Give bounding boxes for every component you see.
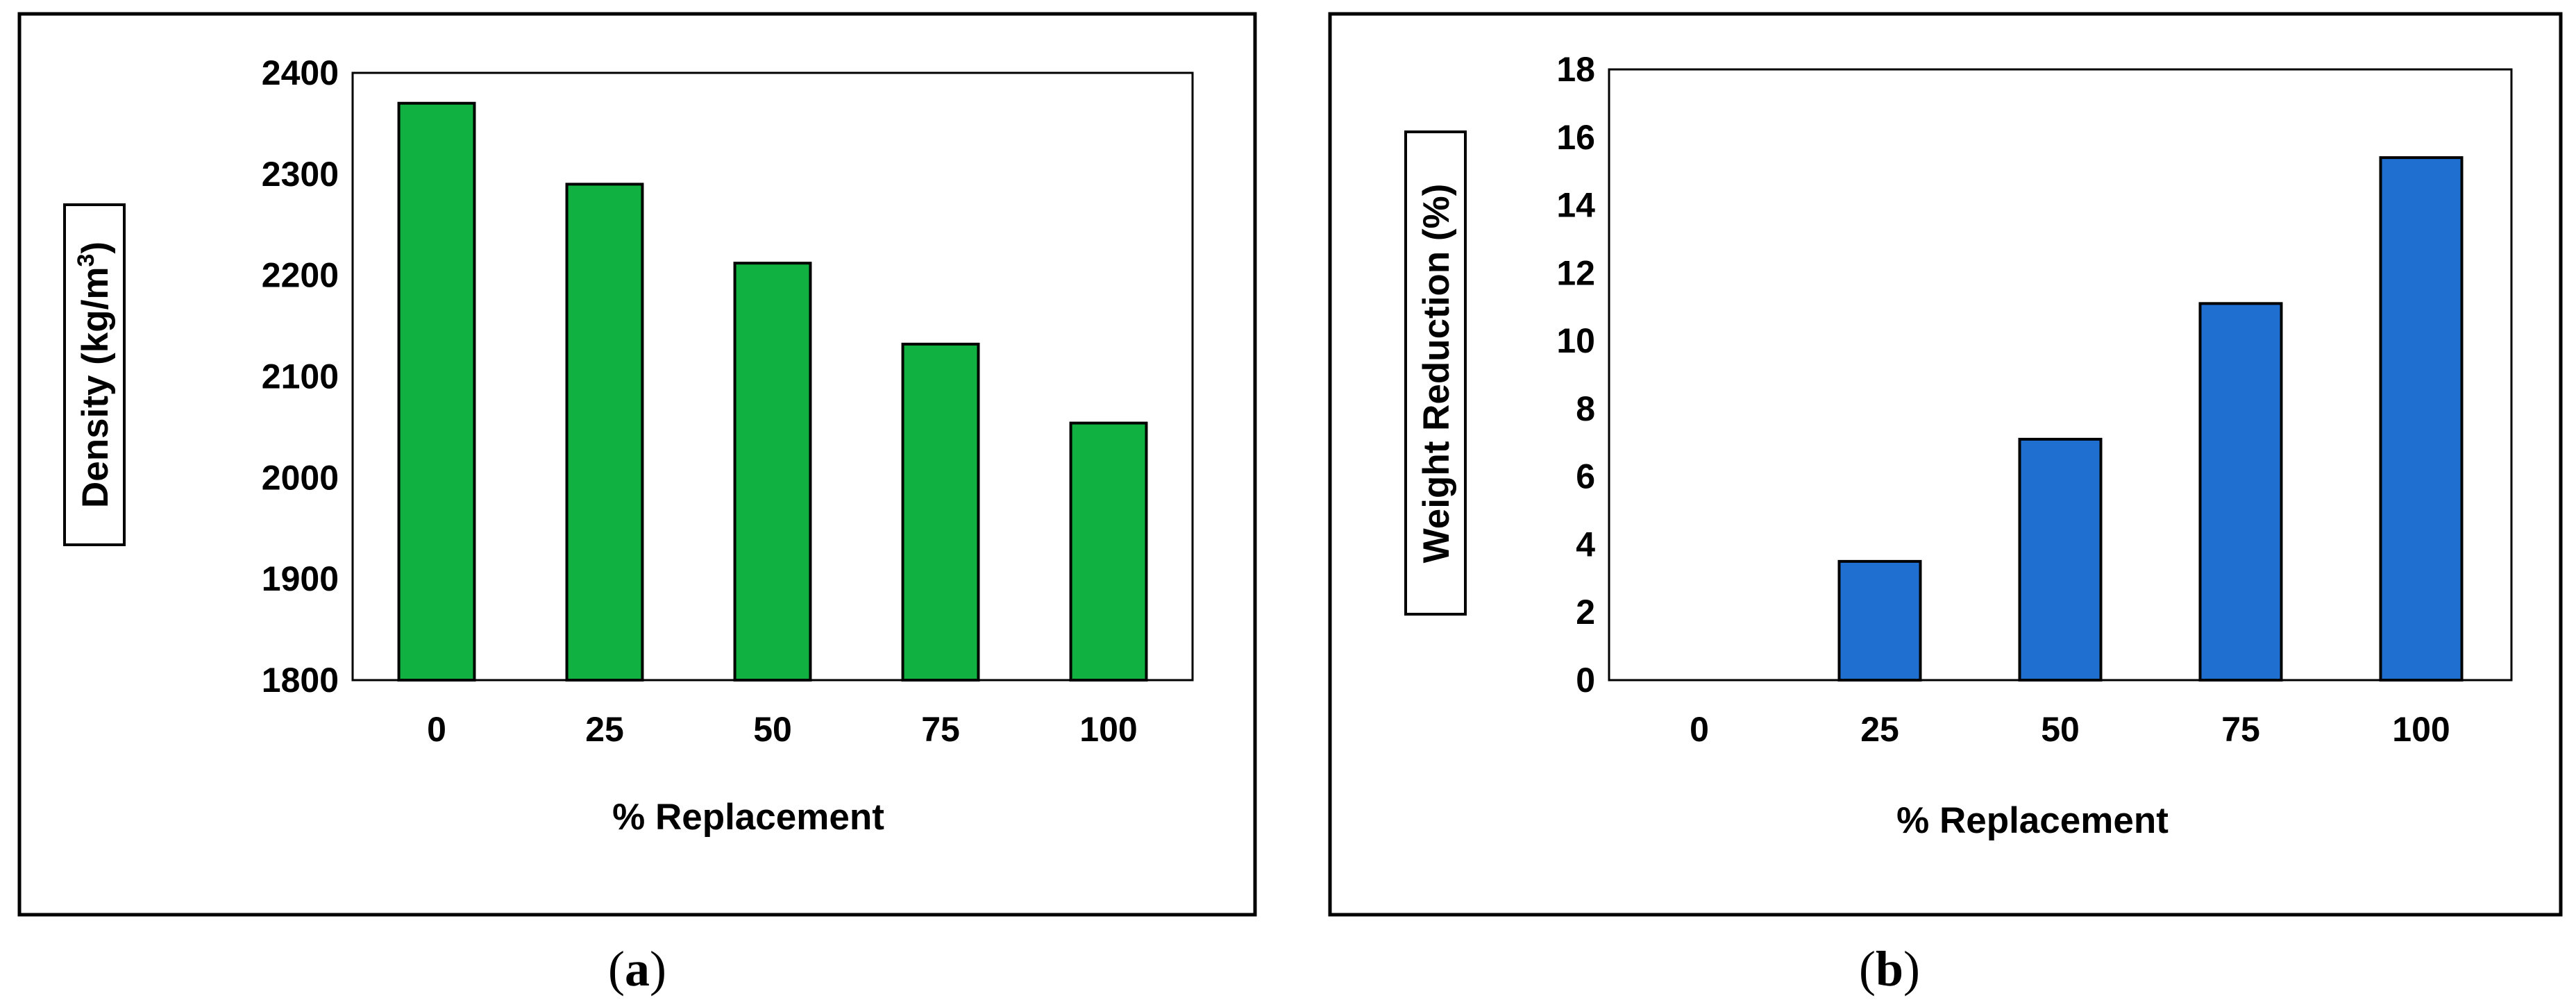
panel-a-x-tick-label: 100 xyxy=(1079,710,1137,749)
panel-b-y-tick-label: 18 xyxy=(1556,50,1595,89)
panel-a-y-ticks: 1800 1900 2000 2100 2200 2300 2400 xyxy=(262,53,339,700)
panel-a-x-tick-label: 50 xyxy=(753,710,792,749)
panel-a-y-tick-label: 2400 xyxy=(262,53,339,92)
panel-a-bar xyxy=(1069,421,1148,682)
panel-b-y-tick-label: 8 xyxy=(1576,389,1595,428)
panel-b-y-tick-label: 10 xyxy=(1556,321,1595,360)
panel-b-y-tick-label: 0 xyxy=(1576,661,1595,700)
panel-b-bars xyxy=(1837,156,2464,682)
panel-a-caption: (a) xyxy=(608,941,666,997)
panel-b-x-tick-label: 50 xyxy=(2041,710,2080,749)
panel-a-y-label-box xyxy=(63,203,126,546)
panel-b-y-tick-label: 16 xyxy=(1556,118,1595,157)
panel-a-x-tick-label: 75 xyxy=(921,710,960,749)
panel-b-caption: (b) xyxy=(1859,941,1920,997)
panel-a-x-ticks: 0 25 50 75 100 xyxy=(427,710,1138,749)
panel-a-y-tick-label: 1800 xyxy=(262,661,339,700)
panel-a-bar xyxy=(901,342,980,682)
panel-a-x-tick-label: 25 xyxy=(585,710,624,749)
panel-b-y-label-box xyxy=(1404,130,1467,616)
panel-a-y-tick-label: 2200 xyxy=(262,256,339,295)
panel-b-bar xyxy=(2018,437,2103,682)
panel-b-x-tick-label: 0 xyxy=(1690,710,1709,749)
panel-a-x-axis-label: % Replacement xyxy=(612,797,884,838)
panel-b-bar xyxy=(2379,156,2464,682)
panel-b-bar xyxy=(2198,302,2283,682)
panel-b-y-tick-label: 12 xyxy=(1556,253,1595,292)
panel-a-y-tick-label: 1900 xyxy=(262,559,339,598)
panel-b-x-tick-label: 75 xyxy=(2221,710,2260,749)
panel-b-y-axis-label: Weight Reduction (%) xyxy=(1404,130,1467,616)
panel-a-bar xyxy=(397,101,476,682)
panel-b-x-axis-label: % Replacement xyxy=(1896,800,2169,841)
panel-b-x-tick-label: 100 xyxy=(2392,710,2450,749)
panel-a-y-label-superscript: 3 xyxy=(73,254,99,267)
svg-text:Density (kg/m3): Density (kg/m3) xyxy=(73,242,116,508)
panel-b-y-ticks: 0 2 4 6 8 10 12 14 16 18 xyxy=(1556,50,1595,700)
panel-b-y-tick-label: 4 xyxy=(1576,525,1595,564)
panel-b-bar xyxy=(1837,559,1922,682)
panel-b-y-tick-label: 2 xyxy=(1576,593,1595,632)
panel-a-y-tick-label: 2000 xyxy=(262,458,339,497)
panel-b-x-ticks: 0 25 50 75 100 xyxy=(1690,710,2450,749)
panel-a-y-axis-label: Density (kg/m3) xyxy=(63,203,126,546)
panel-a-bar xyxy=(565,183,644,682)
panel-a-y-label-suffix: ) xyxy=(75,242,116,254)
panel-a-y-tick-label: 2100 xyxy=(262,357,339,396)
panel-a-bar xyxy=(733,262,812,682)
panel-a-y-tick-label: 2300 xyxy=(262,155,339,194)
panel-b-y-label-text: Weight Reduction (%) xyxy=(1416,184,1457,564)
panel-b: 0 2 4 6 8 10 12 14 16 18 0 25 50 75 100 % Replacement… xyxy=(1328,12,2563,997)
panel-a-x-tick-label: 0 xyxy=(427,710,446,749)
panel-b-x-tick-label: 25 xyxy=(1860,710,1899,749)
panel-a-y-label-text: Density (kg/m xyxy=(75,267,116,509)
panel-a-bars xyxy=(397,101,1148,682)
panel-b-y-tick-label: 6 xyxy=(1576,457,1595,496)
panel-b-y-tick-label: 14 xyxy=(1556,186,1595,225)
